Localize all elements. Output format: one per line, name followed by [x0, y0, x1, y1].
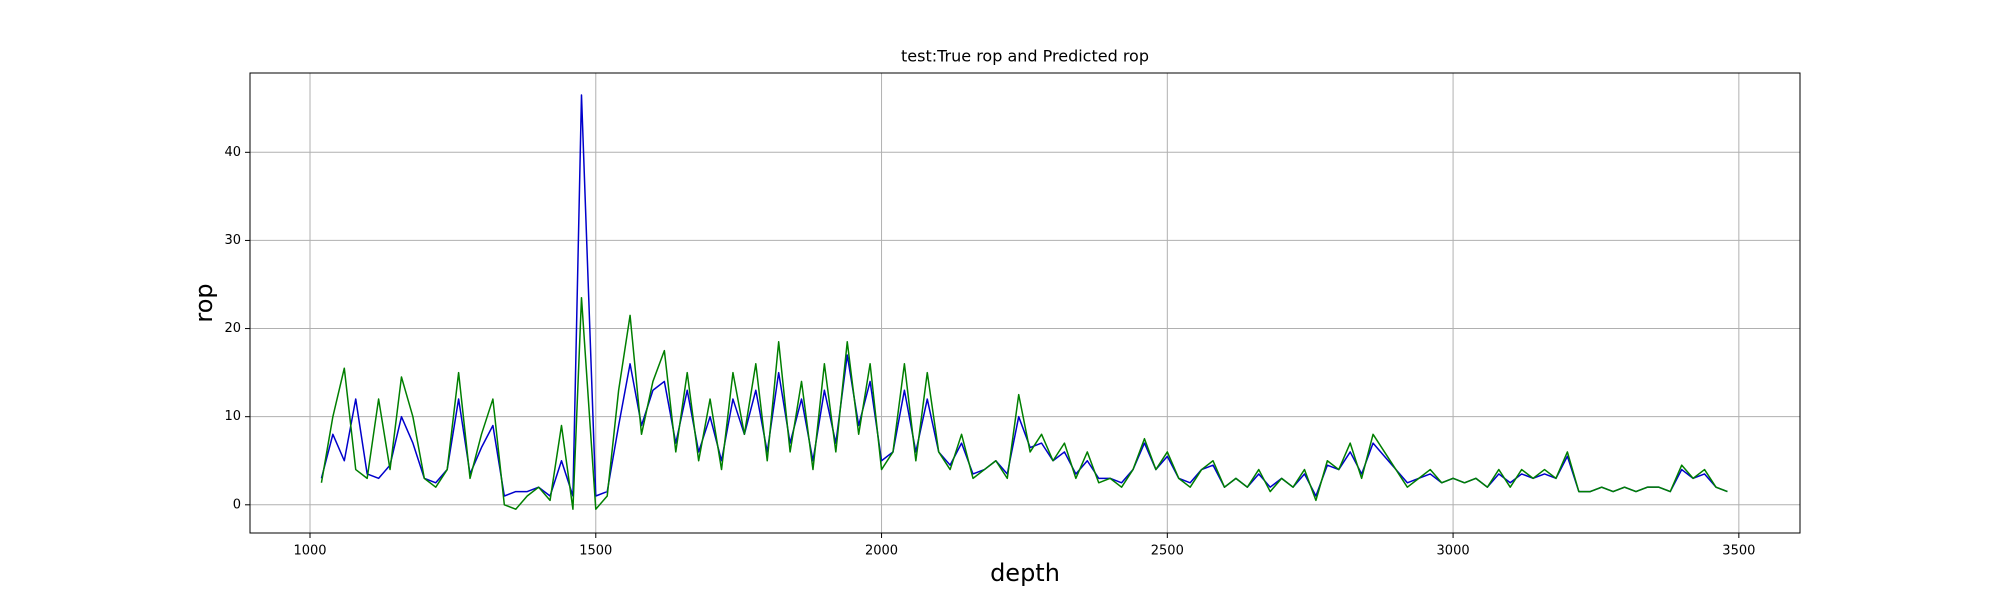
x-axis-label: depth [990, 559, 1060, 587]
plot-frame [249, 72, 1801, 534]
x-tick-label: 1000 [293, 544, 326, 559]
y-axis-label: rop [190, 283, 218, 322]
x-tick-label: 2000 [865, 544, 898, 559]
x-tick-label: 2500 [1151, 544, 1184, 559]
y-tick-label: 10 [224, 409, 241, 424]
x-tick-label: 3500 [1722, 544, 1755, 559]
y-tick-label: 40 [224, 145, 241, 160]
y-tick-label: 20 [224, 321, 241, 336]
data-line [320, 94, 1728, 497]
x-tick-label: 3000 [1437, 544, 1470, 559]
y-tick-label: 0 [233, 497, 241, 512]
y-tick-label: 30 [224, 233, 241, 248]
chart-title: test:True rop and Predicted rop [901, 47, 1149, 66]
x-tick-label: 1500 [579, 544, 612, 559]
data-line [320, 296, 1728, 510]
